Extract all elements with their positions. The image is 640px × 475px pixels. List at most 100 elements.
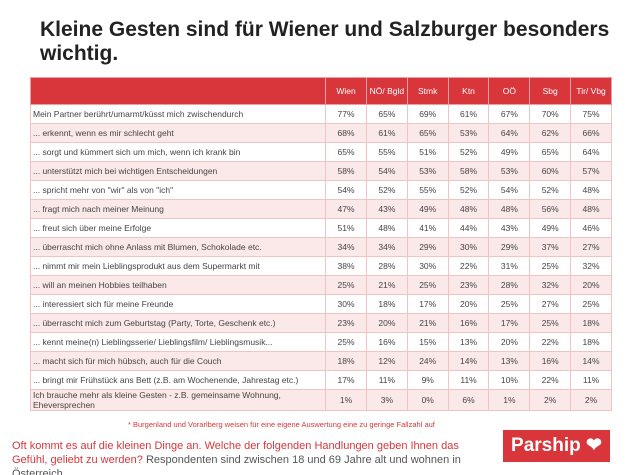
value-cell: 25% <box>529 256 572 276</box>
value-cell: 49% <box>529 218 572 238</box>
row-label: ... fragt mich nach meiner Meinung <box>29 199 327 219</box>
value-cell: 75% <box>570 104 612 124</box>
value-cell: 28% <box>488 275 531 295</box>
value-cell: 38% <box>325 256 367 276</box>
value-cell: 32% <box>529 275 572 295</box>
value-cell: 54% <box>488 180 531 200</box>
value-cell: 13% <box>447 332 490 352</box>
value-cell: 20% <box>570 275 612 295</box>
value-cell: 34% <box>325 237 367 257</box>
value-cell: 64% <box>488 123 531 143</box>
value-cell: 65% <box>406 123 449 143</box>
value-cell: 69% <box>406 104 449 124</box>
value-cell: 58% <box>447 161 490 181</box>
value-cell: 25% <box>570 294 612 314</box>
value-cell: 28% <box>365 256 408 276</box>
table-row: ... interessiert sich für meine Freunde 3… <box>29 294 612 314</box>
value-cell: 11% <box>570 370 612 390</box>
value-cell: 9% <box>406 370 449 390</box>
value-cell: 18% <box>570 332 612 352</box>
row-label: ... kennt meine(n) Lieblingsserie/ Liebl… <box>29 332 327 352</box>
value-cell: 25% <box>406 275 449 295</box>
footnote: * Burgenland und Vorarlberg weisen für e… <box>128 420 435 429</box>
table-row: ... überrascht mich ohne Anlass mit Blum… <box>29 237 612 257</box>
value-cell: 52% <box>529 180 572 200</box>
value-cell: 16% <box>447 313 490 333</box>
value-cell: 43% <box>488 218 531 238</box>
value-cell: 29% <box>406 237 449 257</box>
value-cell: 18% <box>325 351 367 371</box>
value-cell: 53% <box>447 123 490 143</box>
value-cell: 1% <box>325 389 367 411</box>
value-cell: 52% <box>447 142 490 162</box>
value-cell: 10% <box>488 370 531 390</box>
value-cell: 23% <box>325 313 367 333</box>
value-cell: 11% <box>447 370 490 390</box>
header-cell: Sbg <box>529 77 572 105</box>
value-cell: 22% <box>529 332 572 352</box>
value-cell: 53% <box>406 161 449 181</box>
table-row: ... erkennt, wenn es mir schlecht geht 68… <box>29 123 612 143</box>
value-cell: 58% <box>325 161 367 181</box>
value-cell: 11% <box>365 370 408 390</box>
header-cell <box>29 77 327 105</box>
value-cell: 14% <box>447 351 490 371</box>
logo: Parship ❤ <box>503 430 610 462</box>
value-cell: 23% <box>447 275 490 295</box>
value-cell: 15% <box>406 332 449 352</box>
value-cell: 20% <box>365 313 408 333</box>
value-cell: 1% <box>488 389 531 411</box>
value-cell: 48% <box>488 199 531 219</box>
value-cell: 30% <box>325 294 367 314</box>
value-cell: 60% <box>529 161 572 181</box>
table-row: ... kennt meine(n) Lieblingsserie/ Liebl… <box>29 332 612 352</box>
value-cell: 67% <box>488 104 531 124</box>
value-cell: 55% <box>406 180 449 200</box>
header-cell: Tir/ Vbg <box>570 77 612 105</box>
note: Respondenten sind zwischen 18 und 69 Jah… <box>12 454 461 475</box>
value-cell: 65% <box>325 142 367 162</box>
value-cell: 14% <box>570 351 612 371</box>
table-row: ... will an meinen Hobbies teilhaben 25% 2… <box>29 275 612 295</box>
header-row: Wien NÖ/ Bgld Stmk Ktn OÖ Sbg Tir/ Vbg <box>29 77 612 105</box>
value-cell: 27% <box>529 294 572 314</box>
value-cell: 17% <box>406 294 449 314</box>
value-cell: 30% <box>406 256 449 276</box>
row-label: ... spricht mehr von "wir" als von "ich" <box>29 180 327 200</box>
value-cell: 54% <box>325 180 367 200</box>
value-cell: 13% <box>488 351 531 371</box>
header-cell: OÖ <box>488 77 531 105</box>
value-cell: 57% <box>570 161 612 181</box>
table-row: ... freut sich über meine Erfolge 51% 48% 4… <box>29 218 612 238</box>
row-label: ... nimmt mir mein Lieblingsprodukt aus … <box>29 256 327 276</box>
value-cell: 25% <box>325 275 367 295</box>
value-cell: 44% <box>447 218 490 238</box>
value-cell: 55% <box>365 142 408 162</box>
value-cell: 48% <box>365 218 408 238</box>
value-cell: 52% <box>365 180 408 200</box>
value-cell: 16% <box>365 332 408 352</box>
table-row: ... unterstützt mich bei wichtigen Entsc… <box>29 161 612 181</box>
table-row: ... sorgt und kümmert sich um mich, wenn… <box>29 142 612 162</box>
row-label: ... erkennt, wenn es mir schlecht geht <box>29 123 327 143</box>
row-label: ... überrascht mich zum Geburtstag (Part… <box>29 313 327 333</box>
header-cell: Ktn <box>447 77 490 105</box>
value-cell: 17% <box>488 313 531 333</box>
row-label: ... freut sich über meine Erfolge <box>29 218 327 238</box>
value-cell: 25% <box>488 294 531 314</box>
value-cell: 49% <box>488 142 531 162</box>
value-cell: 43% <box>365 199 408 219</box>
value-cell: 22% <box>447 256 490 276</box>
value-cell: 21% <box>406 313 449 333</box>
row-label: ... sorgt und kümmert sich um mich, wenn… <box>29 142 327 162</box>
title: Kleine Gesten sind für Wiener und Salzbu… <box>40 18 610 65</box>
value-cell: 56% <box>529 199 572 219</box>
header-cell: Wien <box>325 77 367 105</box>
value-cell: 46% <box>570 218 612 238</box>
value-cell: 2% <box>570 389 612 411</box>
row-label: ... überrascht mich ohne Anlass mit Blum… <box>29 237 327 257</box>
value-cell: 52% <box>447 180 490 200</box>
table-row: ... überrascht mich zum Geburtstag (Part… <box>29 313 612 333</box>
value-cell: 27% <box>570 237 612 257</box>
value-cell: 61% <box>447 104 490 124</box>
